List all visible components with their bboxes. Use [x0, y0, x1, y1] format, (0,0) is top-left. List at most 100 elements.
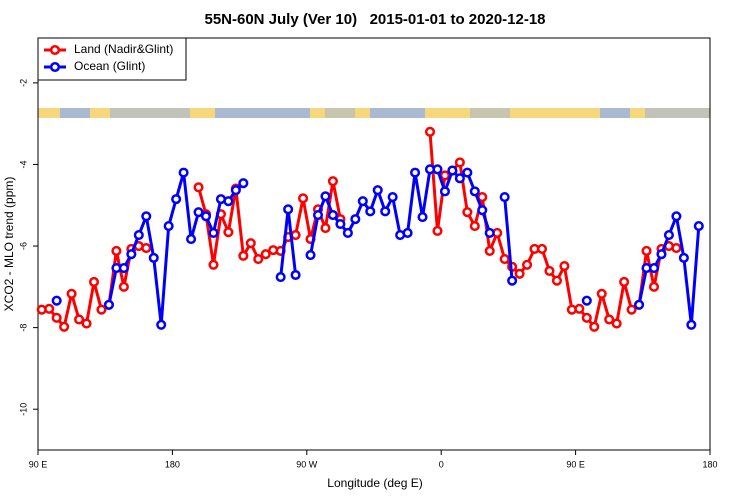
data-point	[611, 318, 622, 329]
data-point	[245, 238, 256, 249]
data-point	[439, 170, 450, 181]
data-point	[484, 227, 495, 239]
data-point	[118, 263, 129, 274]
data-point	[193, 182, 204, 193]
data-point	[648, 281, 660, 292]
x-tick-label: 0	[439, 459, 444, 469]
data-point	[693, 221, 704, 232]
data-point	[238, 178, 249, 189]
data-point	[387, 192, 398, 203]
data-point	[439, 186, 450, 197]
data-point	[88, 276, 100, 287]
data-point	[604, 314, 615, 325]
data-point	[469, 221, 480, 232]
data-point	[648, 263, 660, 274]
data-point	[357, 196, 368, 207]
data-point	[171, 194, 182, 205]
land-sea-strip	[38, 108, 710, 118]
data-point	[372, 185, 383, 196]
data-point	[126, 249, 137, 260]
data-point	[320, 223, 331, 234]
series-line	[107, 167, 701, 327]
data-point	[156, 319, 167, 330]
data-point	[581, 312, 592, 323]
data-point	[462, 167, 473, 178]
data-point	[186, 234, 197, 245]
data-point	[380, 206, 391, 217]
data-point	[417, 212, 428, 223]
data-point	[663, 229, 674, 241]
data-point	[671, 243, 682, 254]
data-point	[141, 243, 152, 254]
data-point	[290, 269, 301, 281]
data-point	[44, 303, 55, 314]
x-tick-label: 180	[702, 459, 717, 469]
data-point	[574, 303, 585, 314]
data-point	[499, 254, 510, 265]
data-point	[111, 245, 122, 256]
y-tick-label: -10	[18, 403, 28, 416]
data-point	[298, 193, 309, 204]
data-point	[133, 229, 144, 241]
data-point	[51, 312, 62, 323]
data-point	[200, 211, 212, 222]
data-point	[432, 225, 443, 236]
plot-frame	[37, 37, 711, 451]
legend-marker	[49, 44, 61, 56]
data-point	[641, 245, 652, 256]
legend-label: Land (Nadir&Glint)	[74, 42, 173, 56]
data-point	[581, 295, 592, 306]
data-point	[678, 252, 689, 263]
data-point	[686, 319, 697, 330]
data-point	[626, 304, 637, 315]
y-tick-label: -8	[18, 324, 28, 332]
data-point	[522, 259, 533, 270]
data-point	[514, 268, 525, 279]
data-point	[148, 252, 159, 263]
data-point	[253, 254, 264, 265]
data-point	[320, 191, 331, 202]
data-point	[656, 249, 667, 260]
data-point	[536, 243, 548, 254]
series-line	[41, 131, 677, 329]
data-point	[283, 204, 294, 215]
data-point	[335, 218, 346, 230]
data-point	[260, 249, 271, 260]
data-point	[74, 314, 85, 325]
data-point	[275, 271, 286, 283]
data-point	[559, 260, 570, 272]
data-point	[178, 167, 189, 178]
data-point	[96, 304, 107, 315]
data-point	[365, 206, 376, 217]
y-tick-label: -4	[18, 160, 28, 168]
data-point	[51, 295, 62, 306]
legend-box	[37, 37, 187, 81]
data-point	[424, 126, 436, 137]
data-point	[312, 209, 324, 221]
data-point	[454, 173, 465, 184]
data-point	[66, 288, 77, 299]
data-point	[432, 164, 443, 175]
data-point	[290, 229, 301, 241]
data-point	[447, 165, 458, 176]
data-point	[671, 211, 682, 222]
data-point	[596, 288, 607, 299]
data-point	[208, 227, 219, 239]
x-tick-label: 90 E	[29, 459, 48, 469]
data-point	[118, 281, 129, 292]
data-point	[350, 214, 361, 225]
data-point	[454, 157, 465, 168]
data-point	[223, 227, 234, 238]
x-tick-label: 180	[165, 459, 180, 469]
data-point	[208, 259, 219, 270]
data-point	[81, 318, 92, 329]
y-tick-label: -2	[18, 79, 28, 87]
data-point	[238, 250, 249, 261]
chart-title: 55N-60N July (Ver 10) 2015-01-01 to 2020…	[204, 11, 545, 28]
data-point	[484, 245, 495, 256]
data-point	[551, 275, 562, 286]
data-point	[163, 221, 174, 232]
legend-label: Ocean (Glint)	[74, 59, 145, 73]
data-point	[402, 227, 413, 239]
data-point	[223, 196, 234, 207]
